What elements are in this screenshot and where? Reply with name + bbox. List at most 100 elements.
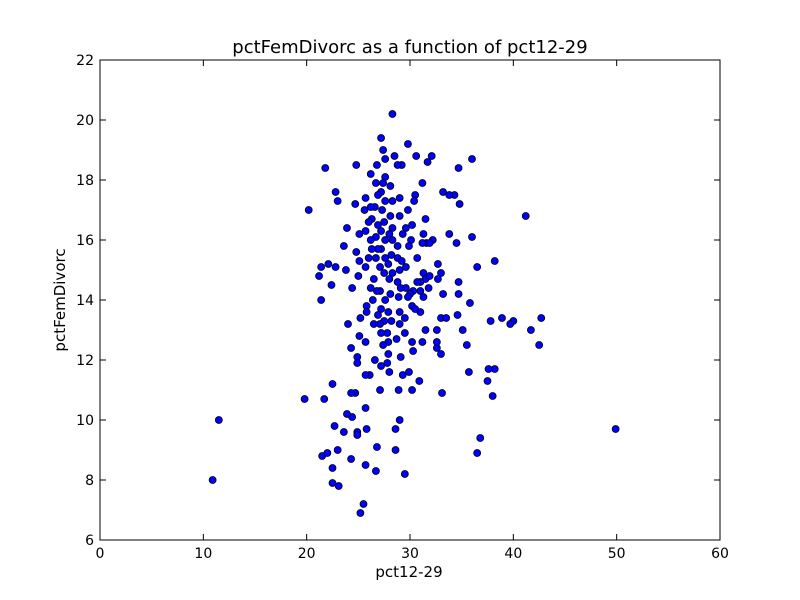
data-point — [408, 386, 416, 394]
data-point — [366, 284, 375, 292]
data-point — [331, 263, 340, 271]
data-point — [385, 368, 394, 376]
data-point — [347, 389, 356, 397]
data-point — [394, 293, 403, 301]
data-point — [333, 446, 342, 454]
data-point — [438, 389, 446, 397]
data-point — [398, 230, 407, 238]
data-point — [473, 263, 482, 271]
data-point — [395, 212, 404, 220]
data-point — [355, 332, 364, 340]
y-tick-label: 16 — [76, 233, 94, 249]
x-tick-label: 30 — [401, 546, 419, 562]
data-point — [468, 233, 476, 241]
data-point — [425, 272, 434, 280]
data-point — [388, 197, 397, 205]
data-point — [466, 299, 474, 307]
data-point — [374, 221, 382, 229]
data-point — [377, 362, 385, 370]
data-point — [361, 227, 370, 235]
data-point — [361, 404, 370, 412]
x-axis-label: pct12-29 — [375, 563, 442, 581]
data-point — [214, 416, 223, 424]
data-point — [373, 287, 381, 295]
data-point — [379, 146, 388, 154]
data-point — [535, 341, 544, 349]
data-point — [360, 206, 369, 214]
data-point — [355, 230, 364, 238]
data-point — [370, 356, 379, 364]
data-point — [392, 335, 401, 343]
data-point — [388, 224, 397, 232]
data-point — [486, 317, 495, 325]
data-point — [381, 155, 390, 163]
data-point — [384, 260, 393, 268]
x-tick-label: 0 — [96, 546, 105, 562]
data-point — [377, 227, 385, 235]
data-point — [464, 368, 473, 376]
data-point — [317, 296, 326, 304]
data-point — [383, 359, 392, 367]
y-tick-label: 22 — [76, 53, 94, 69]
data-point — [373, 443, 381, 451]
data-point — [421, 326, 430, 334]
data-point — [400, 470, 409, 478]
data-point — [395, 194, 404, 202]
x-tick-label: 20 — [298, 546, 316, 562]
data-point — [391, 446, 400, 454]
data-point — [330, 422, 339, 430]
data-point — [356, 509, 365, 517]
data-point — [395, 308, 404, 316]
data-point — [366, 170, 375, 178]
data-point — [411, 305, 420, 313]
data-point — [409, 347, 418, 355]
data-point — [394, 386, 403, 394]
data-point — [455, 200, 464, 208]
data-point — [483, 377, 492, 385]
data-point — [361, 371, 370, 379]
data-point — [377, 134, 385, 142]
x-tick-label: 60 — [711, 546, 729, 562]
data-point — [398, 371, 407, 379]
data-point — [395, 320, 404, 328]
data-point — [391, 425, 400, 433]
data-point — [401, 263, 410, 271]
data-point — [396, 353, 405, 361]
data-point — [473, 449, 482, 457]
data-point — [339, 428, 348, 436]
data-point — [380, 269, 389, 277]
data-point — [369, 320, 378, 328]
data-point — [379, 341, 388, 349]
data-point — [362, 425, 371, 433]
data-point — [506, 320, 515, 328]
data-point — [343, 410, 351, 418]
data-point — [423, 158, 432, 166]
data-point — [424, 284, 433, 292]
data-point — [400, 329, 409, 337]
data-point — [527, 326, 535, 334]
data-point — [334, 482, 343, 490]
data-point — [437, 350, 445, 358]
data-point — [462, 341, 471, 349]
data-point — [521, 212, 530, 220]
data-point — [454, 164, 463, 172]
data-point — [366, 236, 375, 244]
data-point — [442, 314, 451, 322]
data-point — [385, 230, 394, 238]
data-point — [395, 266, 404, 274]
data-point — [476, 434, 485, 442]
data-point — [611, 425, 620, 433]
data-point — [320, 395, 329, 403]
data-point — [328, 479, 337, 487]
data-point — [355, 257, 364, 265]
data-point — [401, 224, 410, 232]
data-point — [374, 191, 382, 199]
data-point — [413, 254, 422, 262]
data-point — [386, 290, 395, 298]
data-point — [405, 368, 413, 376]
data-point — [328, 380, 337, 388]
data-point — [437, 269, 445, 277]
data-point — [368, 296, 377, 304]
data-point — [385, 275, 394, 283]
